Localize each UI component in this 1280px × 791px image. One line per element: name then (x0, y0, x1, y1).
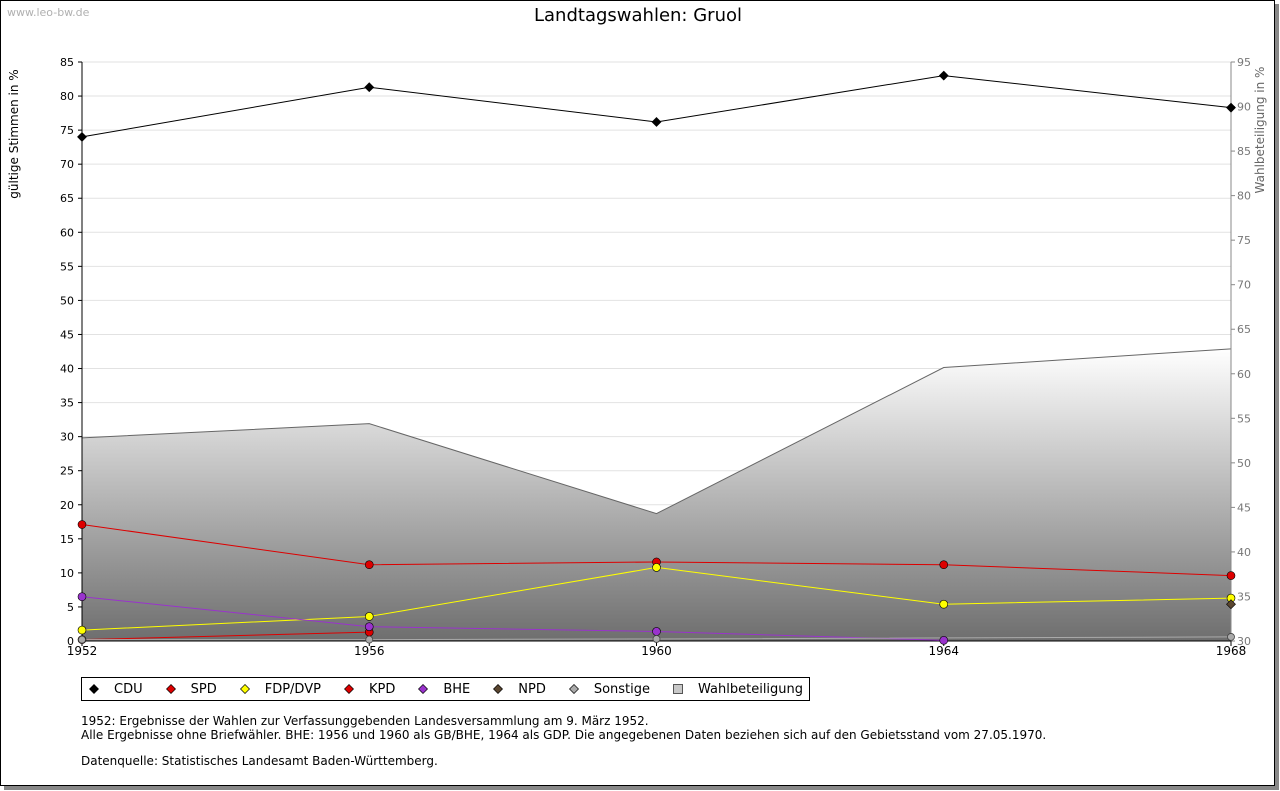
y-tick-label: 80 (60, 90, 74, 103)
y-tick-label: 20 (60, 499, 74, 512)
point-bhe (652, 627, 661, 636)
turnout-area (82, 348, 1231, 641)
legend-label: Wahlbeteiligung (698, 681, 804, 697)
data-source: Datenquelle: Statistisches Landesamt Bad… (81, 754, 438, 768)
x-tick-label: 1956 (354, 644, 385, 658)
point-sonstige (365, 635, 374, 644)
y-tick-label: 55 (60, 260, 74, 273)
point-npd (1226, 599, 1236, 610)
y-tick-label: 50 (60, 294, 74, 307)
point-fdp-dvp (77, 625, 87, 635)
legend-item-kpd: KPD (343, 682, 395, 697)
series-line-kpd (81, 631, 370, 641)
y-tick-label: 45 (60, 328, 74, 341)
legend-label: KPD (368, 681, 396, 697)
point-spd (364, 560, 374, 570)
legend-item-sonstige: Sonstige (568, 682, 650, 697)
point-bhe (364, 622, 374, 631)
legend-diamond-icon (165, 683, 177, 695)
y-tick-label: 5 (67, 601, 74, 614)
point-fdp-dvp (364, 612, 374, 621)
y2-tick-label: 70 (1237, 279, 1251, 292)
watermark: www.leo-bw.de (7, 6, 90, 19)
footnote-2: Alle Ergebnisse ohne Briefwähler. BHE: 1… (81, 728, 1047, 742)
point-bhe (77, 592, 87, 602)
y2-tick-label: 65 (1237, 323, 1251, 336)
legend-item-bhe: BHE (417, 682, 470, 697)
point-spd (939, 560, 949, 570)
y-tick-label: 85 (60, 56, 74, 69)
footnote-1: 1952: Ergebnisse der Wahlen zur Verfassu… (81, 714, 649, 728)
legend-item-spd: SPD (165, 682, 217, 697)
y2-tick-label: 40 (1237, 546, 1251, 559)
y-tick-label: 65 (60, 192, 74, 205)
y-tick-label: 60 (60, 226, 74, 239)
y-tick-label: 10 (60, 567, 74, 580)
legend-diamond-icon (417, 683, 429, 695)
point-fdp-dvp (939, 599, 949, 609)
point-spd (77, 520, 87, 529)
series-line-bhe (81, 596, 944, 641)
y2-tick-label: 45 (1237, 501, 1251, 514)
chart-plot: 0 5 10 15 20 25 30 35 40 45 50 55 60 65 70 75 80 85 30 35 40… (7, 56, 1267, 658)
legend-label: SPD (190, 681, 217, 697)
legend-label: NPD (518, 681, 546, 697)
x-tick-label: 1968 (1216, 644, 1247, 658)
y2-tick-label: 90 (1237, 101, 1251, 114)
point-cdu (651, 117, 662, 127)
y2-tick-label: 80 (1237, 190, 1251, 203)
legend-diamond-icon (343, 683, 355, 695)
point-sonstige (1227, 633, 1235, 641)
point-spd (1226, 571, 1236, 580)
y2-tick-label: 85 (1237, 145, 1251, 158)
point-fdp-dvp (652, 563, 661, 572)
series-line-cdu (81, 75, 1232, 138)
point-bhe (939, 636, 949, 645)
y-tick-label: 0 (67, 635, 74, 648)
legend-label: BHE (443, 681, 471, 697)
point-sonstige (652, 635, 661, 643)
y-tick-label: 30 (60, 431, 74, 444)
y-axis-label: gültige Stimmen in % (7, 69, 21, 198)
y-tick-label: 40 (60, 363, 74, 376)
x-tick-label: 1960 (641, 644, 672, 658)
y2-tick-label: 35 (1237, 590, 1251, 603)
point-sonstige (78, 635, 86, 644)
point-cdu (77, 132, 87, 142)
legend-label: FDP/DVP (264, 681, 321, 697)
x-tick-label: 1952 (67, 644, 98, 658)
legend-item-cdu: CDU (88, 682, 143, 697)
legend-item-fdp-dvp: FDP/DVP (239, 682, 321, 697)
point-cdu (1226, 102, 1236, 113)
y-tick-label: 15 (60, 533, 74, 546)
y2-tick-label: 60 (1237, 368, 1251, 381)
legend-label: Sonstige (593, 681, 651, 697)
legend-diamond-icon (88, 683, 100, 695)
y2-tick-label: 50 (1237, 457, 1251, 470)
legend: CDU SPD FDP/DVP KPD BHE NPD Sonstige Wahlbeteil… (81, 677, 811, 701)
y2-tick-label: 75 (1237, 234, 1251, 247)
legend-diamond-icon (568, 683, 580, 695)
y2-tick-label: 30 (1237, 635, 1251, 648)
legend-diamond-icon (239, 683, 251, 695)
y-tick-label: 25 (60, 465, 74, 478)
footnotes: 1952: Ergebnisse der Wahlen zur Verfassu… (81, 714, 1046, 768)
point-cdu (938, 70, 949, 81)
y2-tick-label: 95 (1237, 56, 1251, 69)
legend-square-icon (672, 683, 684, 695)
legend-label: CDU (114, 681, 143, 697)
y2-axis-label: Wahlbeteiligung in % (1253, 67, 1267, 194)
y-tick-label: 70 (60, 158, 74, 171)
y-tick-label: 75 (60, 124, 74, 137)
chart-title: Landtagswahlen: Gruol (534, 5, 742, 26)
y2-tick-label: 55 (1237, 412, 1251, 425)
y-tick-label: 35 (60, 397, 74, 410)
legend-item-npd: NPD (492, 682, 546, 697)
legend-item-wahlbeteiligung: Wahlbeteiligung (672, 682, 803, 697)
point-cdu (364, 82, 375, 93)
turnout-line (81, 348, 1232, 515)
legend-diamond-icon (492, 683, 504, 695)
x-tick-label: 1964 (928, 644, 959, 658)
